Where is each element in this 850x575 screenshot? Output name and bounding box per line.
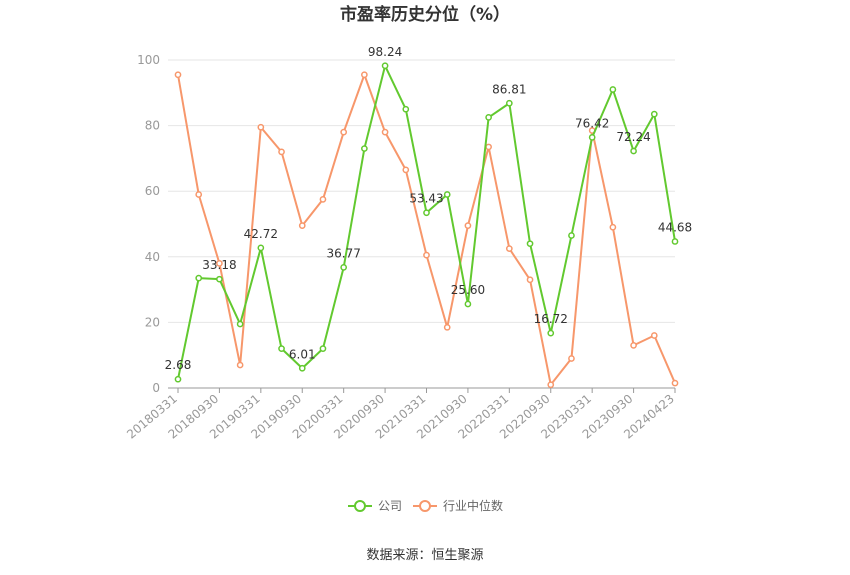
data-label: 72.24 <box>616 130 650 144</box>
industry-point[interactable] <box>236 361 244 369</box>
data-label: 76.42 <box>575 116 609 130</box>
industry-point[interactable] <box>505 245 513 252</box>
industry-point[interactable] <box>671 379 679 387</box>
industry-point[interactable] <box>216 260 223 267</box>
company-point[interactable] <box>381 62 389 70</box>
company-point[interactable] <box>319 345 327 352</box>
data-label: 86.81 <box>492 82 526 96</box>
legend-label-company: 公司 <box>378 499 402 513</box>
industry-point[interactable] <box>381 128 389 136</box>
y-tick-label: 20 <box>145 315 160 329</box>
industry-point[interactable] <box>257 123 265 131</box>
company-point[interactable] <box>568 232 575 239</box>
y-tick-label: 60 <box>145 184 160 198</box>
y-tick-label: 100 <box>137 53 160 67</box>
industry-point[interactable] <box>319 196 327 203</box>
industry-point[interactable] <box>609 223 617 231</box>
industry-point[interactable] <box>340 128 348 136</box>
industry-point[interactable] <box>485 143 492 151</box>
company-point[interactable] <box>443 191 451 198</box>
industry-point[interactable] <box>443 323 451 331</box>
chart-title: 市盈率历史分位（%） <box>340 4 510 25</box>
company-point[interactable] <box>195 274 203 282</box>
data-label: 36.77 <box>326 246 360 260</box>
data-label: 25.60 <box>451 283 485 297</box>
industry-point[interactable] <box>195 191 203 198</box>
industry-point[interactable] <box>278 148 285 156</box>
company-point[interactable] <box>361 145 368 152</box>
company-point[interactable] <box>464 300 472 308</box>
industry-point[interactable] <box>630 342 637 349</box>
legend-marker-industry <box>419 500 431 512</box>
data-label: 2.68 <box>165 358 192 372</box>
company-point[interactable] <box>174 375 182 383</box>
company-point[interactable] <box>505 99 513 107</box>
y-tick-label: 0 <box>152 381 160 395</box>
axes: 0204060801002018033120180930201903312019… <box>124 53 677 442</box>
company-point[interactable] <box>236 320 244 328</box>
legend-item-industry[interactable]: 行业中位数 <box>413 498 503 513</box>
legend-label-industry: 行业中位数 <box>443 498 503 513</box>
company-point[interactable] <box>340 264 348 271</box>
company-point[interactable] <box>588 133 596 141</box>
legend-item-company[interactable]: 公司 <box>348 499 402 513</box>
company-point[interactable] <box>485 114 492 121</box>
industry-point[interactable] <box>526 276 534 284</box>
company-point[interactable] <box>630 147 637 155</box>
data-label: 98.24 <box>368 45 402 59</box>
series-lines <box>174 62 679 389</box>
company-point[interactable] <box>547 329 555 337</box>
company-point[interactable] <box>609 86 617 93</box>
industry-point[interactable] <box>298 222 306 229</box>
data-label: 53.43 <box>409 192 443 206</box>
industry-point[interactable] <box>547 381 555 389</box>
industry-point[interactable] <box>464 222 472 229</box>
company-point[interactable] <box>526 240 534 248</box>
data-label: 33.18 <box>202 258 236 272</box>
y-tick-label: 80 <box>145 119 160 133</box>
company-point[interactable] <box>257 244 265 252</box>
company-point[interactable] <box>402 105 410 113</box>
industry-point[interactable] <box>650 332 658 339</box>
company-point[interactable] <box>278 345 285 352</box>
data-source: 数据来源：恒生聚源 <box>366 548 483 563</box>
legend[interactable]: 公司 行业中位数 <box>348 498 503 513</box>
company-point[interactable] <box>216 275 223 283</box>
industry-point[interactable] <box>423 251 430 259</box>
industry-point[interactable] <box>568 355 575 362</box>
data-label: 42.72 <box>244 227 278 241</box>
data-label: 16.72 <box>534 312 568 326</box>
industry-point[interactable] <box>174 71 182 79</box>
data-labels: 2.68 33.18 42.72 6.01 36.77 98.24 53.43 25.60 86… <box>165 45 693 372</box>
company-point[interactable] <box>671 238 679 245</box>
y-tick-label: 40 <box>145 250 160 264</box>
data-label: 44.68 <box>658 220 692 234</box>
company-point[interactable] <box>423 209 430 217</box>
legend-marker-company <box>354 500 366 512</box>
company-point[interactable] <box>650 110 658 118</box>
company-point[interactable] <box>298 364 306 372</box>
data-label: 6.01 <box>289 347 316 361</box>
industry-point[interactable] <box>402 166 410 174</box>
industry-point[interactable] <box>361 71 368 79</box>
